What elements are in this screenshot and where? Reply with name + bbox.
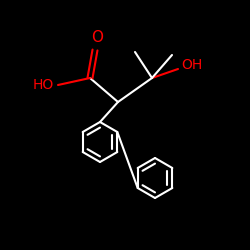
Text: O: O	[91, 30, 103, 46]
Text: OH: OH	[182, 58, 203, 72]
Text: HO: HO	[32, 78, 54, 92]
